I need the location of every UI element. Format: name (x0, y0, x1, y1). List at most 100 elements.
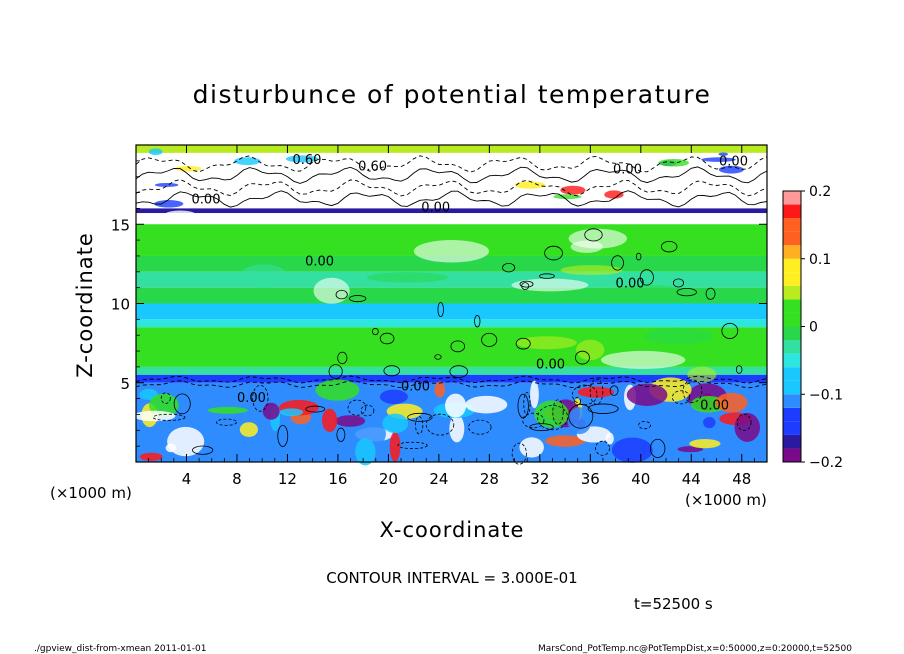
contour-loop (383, 365, 401, 377)
colorbar-swatch (783, 367, 801, 381)
colorbar-swatch (783, 299, 801, 313)
colorbar-swatch (783, 380, 801, 395)
heatmap-feature (516, 336, 577, 350)
heatmap-feature (434, 381, 446, 398)
contour-loop (437, 302, 444, 318)
colorbar-ticks: 0.2 0.1 0 −0.1 −0.2 (801, 184, 843, 471)
contour-label: 0.00 (237, 391, 266, 406)
colorbar-swatch (783, 285, 801, 300)
contour-loop (671, 390, 691, 405)
contour-loop (736, 413, 752, 431)
contour-loop (735, 365, 743, 374)
contour-loop (521, 282, 530, 290)
x-axis-unit: (×1000 m) (685, 491, 767, 509)
contour-loop (649, 438, 666, 458)
contour-loop (705, 287, 716, 300)
contour-loop (639, 269, 654, 286)
heatmap-band-7 (136, 287, 767, 304)
contour-loop (449, 365, 469, 378)
contour-line (135, 155, 768, 173)
footer-right: MarsCond_PotTemp.nc@PotTempDist,x=0:5000… (538, 644, 852, 654)
x-tick-label: 8 (232, 470, 242, 488)
contour-loop (672, 278, 684, 288)
heatmap-band-11 (136, 366, 767, 375)
heatmap-feature (148, 148, 163, 156)
contour-loop (347, 399, 367, 416)
heatmap-feature (567, 407, 592, 435)
contour-loop (481, 332, 498, 347)
x-tick-label: 48 (732, 470, 751, 488)
heatmap-feature (530, 380, 539, 409)
contour-loop (635, 252, 642, 261)
heatmap-feature (701, 157, 736, 162)
heatmap-feature (366, 272, 449, 283)
contour-loop (539, 273, 555, 279)
contour-loop (568, 403, 594, 429)
contour-loop (434, 354, 442, 360)
contour-loop (305, 405, 326, 413)
heatmap-bands (136, 145, 767, 462)
heatmap-feature (734, 412, 761, 442)
heatmap-feature (643, 327, 713, 345)
contour-line (135, 375, 768, 384)
contour-loop (660, 240, 678, 253)
colorbar-tick-label: 0.2 (809, 184, 831, 200)
y-tick-label: 15 (111, 216, 130, 234)
colorbar-tick-label: −0.1 (809, 387, 843, 403)
heatmap-feature (315, 379, 360, 401)
heatmap-feature (207, 406, 248, 414)
colorbar-swatch (783, 191, 801, 205)
heatmap-band-8 (136, 303, 767, 320)
heatmap-feature (382, 413, 409, 434)
heatmap-feature (600, 350, 686, 369)
contour-loop (511, 442, 527, 465)
y-tick-label: 5 (120, 375, 130, 393)
heatmap-feature (321, 408, 338, 433)
heatmap-feature (677, 446, 704, 453)
colorbar-swatch (783, 434, 801, 449)
x-tick-label: 12 (278, 470, 297, 488)
contour-label: 0.00 (305, 254, 334, 269)
heatmap-feature (243, 441, 261, 463)
contour-loop (173, 393, 191, 415)
colorbar-swatches (783, 191, 801, 462)
heatmap-feature (715, 392, 748, 413)
colorbar-swatch (783, 353, 801, 368)
heatmap-feature (689, 439, 721, 449)
heatmap-band-2 (136, 208, 767, 214)
heatmap-feature (239, 264, 288, 289)
heatmap-band-6 (136, 271, 767, 288)
colorbar-swatch (783, 407, 801, 422)
contour-label: 0.00 (616, 277, 645, 292)
contour-loop (529, 423, 554, 432)
contour-line (135, 380, 768, 389)
colorbar-swatch (783, 258, 801, 273)
colorbar-tick-label: 0.1 (809, 252, 831, 268)
contour-loop (152, 413, 186, 421)
contour-label: 0.00 (421, 201, 450, 216)
contour-loop (575, 350, 590, 365)
contour-loop (584, 228, 603, 242)
contour-loop (468, 419, 492, 435)
heatmap-feature (519, 437, 544, 458)
contour-loop (474, 315, 481, 328)
contour-lines (135, 155, 768, 465)
contour-label: 0.60 (358, 159, 387, 174)
contour-loop (397, 441, 428, 450)
contour-loop (160, 392, 171, 404)
heatmap-feature (164, 210, 196, 219)
contour-label: 0.00 (401, 380, 430, 395)
contour-loop (544, 245, 563, 261)
contour-label: 0.00 (536, 357, 565, 372)
contour-loop (425, 413, 455, 436)
x-tick-label: 44 (682, 470, 701, 488)
colorbar-swatch (783, 421, 801, 435)
heatmap-feature (154, 183, 179, 187)
plot-area: 0.00 0.60 0.60 0.00 0.00 0.00 0.00 0.00 0.00 0.00… (133, 144, 768, 466)
contour-line (135, 179, 768, 197)
heatmap-band-12 (136, 374, 767, 383)
colorbar-swatch (783, 231, 801, 246)
contour-loop (589, 378, 604, 405)
x-axis-label: X-coordinate (380, 518, 525, 542)
